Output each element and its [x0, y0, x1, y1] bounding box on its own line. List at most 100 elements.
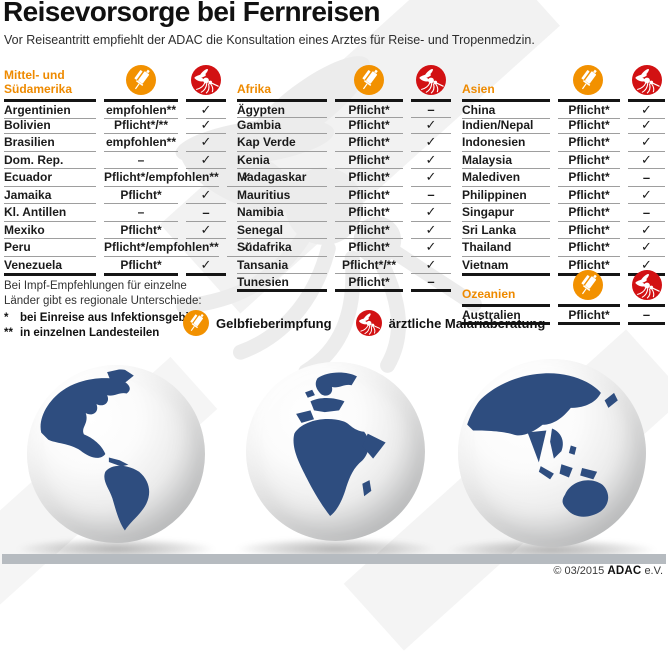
table-row: Mexiko Pflicht* ✓ — [4, 222, 226, 239]
country-cell: Ecuador — [4, 169, 96, 187]
copyright-org: e.V. — [644, 565, 663, 577]
vaccine-status-cell: – — [104, 204, 178, 222]
vaccine-status-cell: Pflicht* — [558, 239, 620, 257]
table-rows: China Pflicht* ✓ Indien/Nepal Pflicht* ✓… — [462, 99, 665, 276]
malaria-status-cell: ✓ — [628, 152, 665, 169]
mosquito-icon — [632, 65, 662, 95]
malaria-status-cell: – — [628, 169, 665, 187]
copyright-date: © 03/2015 — [553, 565, 605, 577]
country-cell: Senegal — [237, 222, 327, 239]
malaria-status-cell: ✓ — [628, 239, 665, 257]
table-row: Peru Pflicht*/empfohlen** ✓ — [4, 239, 267, 257]
table-row: Brasilien empfohlen** ✓ — [4, 134, 226, 152]
vaccine-status-cell: Pflicht* — [335, 152, 403, 169]
vaccine-status-cell: Pflicht* — [558, 304, 620, 325]
country-cell: Malaysia — [462, 152, 550, 169]
vaccine-status-cell: Pflicht* — [335, 169, 403, 187]
malaria-status-cell: ✓ — [411, 239, 451, 257]
brand-logo: ADAC — [607, 565, 642, 577]
globe-asia-australia — [458, 359, 646, 547]
copyright: © 03/2015 ADAC e.V. — [553, 565, 663, 577]
region-label: Ozeanien — [462, 286, 516, 301]
malaria-status-cell: – — [411, 187, 451, 204]
vaccine-status-cell: Pflicht*/** — [335, 257, 403, 274]
mosquito-icon — [416, 65, 446, 95]
table-row: Gambia Pflicht* ✓ — [237, 117, 451, 134]
country-cell: Gambia — [237, 117, 327, 134]
footnote-text: in einzelnen Landesteilen — [20, 326, 160, 339]
malaria-status-cell: ✓ — [411, 222, 451, 239]
country-cell: Philippinen — [462, 187, 550, 204]
table-row: Malediven Pflicht* – — [462, 169, 665, 187]
vaccine-status-cell: Pflicht* — [335, 187, 403, 204]
table-header: Ozeanien — [462, 268, 665, 304]
syringe-icon — [573, 270, 603, 300]
malaria-status-cell: ✓ — [411, 169, 451, 187]
table-row: Namibia Pflicht* ✓ — [237, 204, 451, 222]
country-cell: Tansania — [237, 257, 327, 274]
country-cell: Mauritius — [237, 187, 327, 204]
country-cell: Indien/Nepal — [462, 117, 550, 134]
country-cell: Jamaika — [4, 187, 96, 204]
region-label: Mittel- und Südamerika — [4, 68, 73, 96]
vaccine-status-cell: Pflicht* — [558, 169, 620, 187]
malaria-status-cell: – — [186, 204, 226, 222]
vaccine-status-cell: Pflicht* — [558, 152, 620, 169]
table-header: Mittel- und Südamerika — [4, 61, 226, 99]
table-rows: Ägypten Pflicht* – Gambia Pflicht* ✓ Kap… — [237, 99, 451, 292]
legend: Gelbfieberimpfung ärztliche Malariaberat… — [183, 308, 545, 338]
table-row: Tansania Pflicht*/** ✓ — [237, 257, 451, 274]
country-cell: Bolivien — [4, 117, 96, 134]
vaccine-status-cell: Pflicht* — [335, 239, 403, 257]
table-row: Philippinen Pflicht* ✓ — [462, 187, 665, 204]
vaccine-status-cell: Pflicht* — [335, 204, 403, 222]
legend-label-malaria: ärztliche Malariaberatung — [388, 315, 546, 331]
vaccine-status-cell: Pflicht*/empfohlen** — [104, 239, 219, 257]
mosquito-icon — [355, 310, 382, 336]
table-row: Kenia Pflicht* ✓ — [237, 152, 451, 169]
table-row: Jamaika Pflicht* ✓ — [4, 187, 226, 204]
country-cell: Namibia — [237, 204, 327, 222]
country-cell: Dom. Rep. — [4, 152, 96, 169]
region-label: Afrika — [237, 81, 272, 96]
table-row: Dom. Rep. – ✓ — [4, 152, 226, 169]
malaria-status-cell: ✓ — [411, 204, 451, 222]
mosquito-icon — [191, 65, 221, 95]
country-cell: Tunesien — [237, 274, 327, 292]
syringe-icon — [183, 310, 209, 336]
table-row: Argentinien empfohlen** ✓ — [4, 99, 226, 119]
country-cell: Kenia — [237, 152, 327, 169]
table-header: Afrika — [237, 61, 451, 99]
table-row: Kap Verde Pflicht* ✓ — [237, 134, 451, 152]
vaccine-status-cell: Pflicht* — [558, 99, 620, 119]
country-cell: Peru — [4, 239, 96, 257]
vaccine-status-cell: Pflicht* — [104, 222, 178, 239]
footnote-marker: * — [4, 312, 9, 324]
malaria-status-cell: ✓ — [411, 117, 451, 134]
vaccine-status-cell: Pflicht* — [335, 134, 403, 152]
country-cell: Venezuela — [4, 257, 96, 276]
table-row: Südafrika Pflicht* ✓ — [237, 239, 451, 257]
country-cell: Mexiko — [4, 222, 96, 239]
vaccine-status-cell: Pflicht* — [558, 117, 620, 134]
malaria-status-cell: – — [628, 304, 665, 325]
page-subtitle: Vor Reiseantritt empfiehlt der ADAC die … — [4, 33, 535, 47]
malaria-status-cell: ✓ — [186, 134, 226, 152]
malaria-status-cell: ✓ — [186, 187, 226, 204]
globe-europe-africa — [246, 362, 425, 541]
syringe-icon — [354, 65, 384, 95]
table-row: Ecuador Pflicht*/empfohlen** ✓ — [4, 169, 267, 187]
malaria-status-cell: ✓ — [628, 117, 665, 134]
table-row: Singapur Pflicht* – — [462, 204, 665, 222]
malaria-status-cell: ✓ — [186, 117, 226, 134]
vaccine-status-cell: Pflicht* — [558, 134, 620, 152]
vaccine-status-cell: Pflicht* — [335, 222, 403, 239]
table-row: Senegal Pflicht* ✓ — [237, 222, 451, 239]
vaccine-status-cell: Pflicht* — [558, 204, 620, 222]
table-afrika: Afrika Ägypten Pflicht* – Gambia Pflicht… — [237, 61, 451, 292]
vaccine-status-cell: – — [104, 152, 178, 169]
vaccine-status-cell: Pflicht* — [104, 187, 178, 204]
table-asien: Asien China Pflicht* ✓ Indien/Nepal Pfli… — [462, 61, 665, 276]
vaccine-status-cell: Pflicht*/empfohlen** — [104, 169, 219, 187]
table-mittel-suedamerika: Mittel- und Südamerika Argentinien empfo… — [4, 61, 267, 276]
